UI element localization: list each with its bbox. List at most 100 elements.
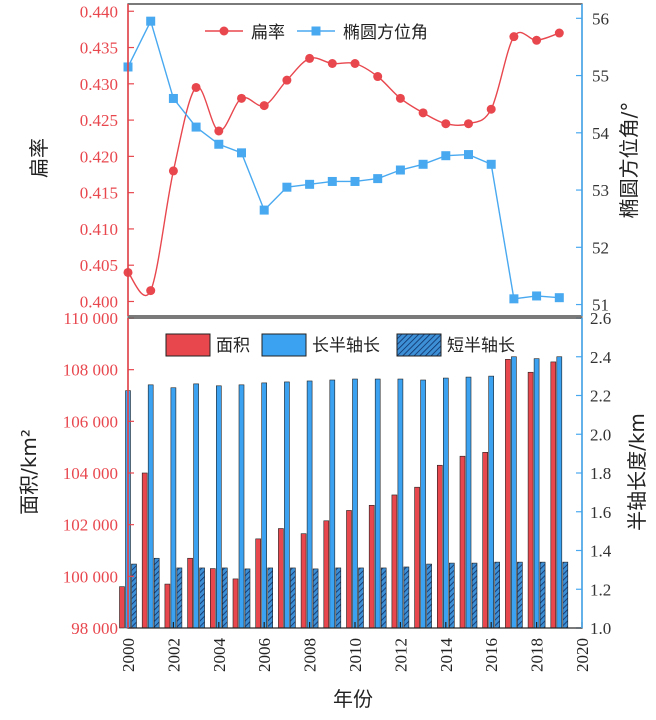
bar-area [527, 371, 534, 629]
top-panel-frame [127, 3, 583, 317]
point-azimuth [327, 176, 337, 186]
bar-semi-minor [517, 561, 523, 629]
top-left-tick-label: 0.420 [80, 147, 118, 166]
legend-label-flattening: 扁率 [251, 23, 285, 43]
bottom-right-tick-label: 2.2 [590, 387, 611, 406]
top-left-tick-label: 0.415 [80, 184, 118, 203]
bottom-right-tick-label: 1.0 [590, 619, 611, 638]
bar-area [414, 486, 420, 629]
point-flattening [395, 93, 405, 103]
x-tick-label: 2014 [437, 638, 456, 673]
bar-area [164, 583, 171, 629]
top-left-tick-label: 0.425 [80, 111, 118, 130]
point-flattening [259, 101, 269, 111]
x-axis-ticks: 2000 2002 2004 2006 2008 2010 2012 2014 2016 2018… [119, 622, 592, 672]
bar-semi-major [306, 380, 313, 629]
legend-label-semi-major: 长半轴长 [312, 336, 380, 356]
point-flattening [486, 104, 496, 114]
bar-area [368, 504, 375, 629]
bottom-right-tick-label: 1.8 [590, 464, 611, 483]
bar-area [391, 494, 398, 629]
top-left-axis-ticks: 0.400 0.405 0.410 0.415 0.420 0.425 0.430 0.435… [80, 2, 134, 311]
bar-semi-major [397, 378, 404, 629]
bottom-right-tick-label: 1.4 [590, 542, 612, 561]
point-flattening [168, 166, 178, 176]
bar-area [550, 361, 557, 629]
point-flattening [418, 108, 428, 118]
top-left-axis-title: 扁率 [27, 138, 51, 178]
point-flattening [237, 93, 246, 103]
point-azimuth [237, 148, 246, 158]
bar-area [119, 586, 125, 629]
x-axis-title: 年份 [333, 687, 373, 711]
bar-semi-major [488, 375, 495, 629]
bottom-right-tick-label: 1.2 [590, 580, 611, 599]
bar-semi-major [193, 383, 199, 629]
point-azimuth [464, 150, 473, 160]
bar-semi-major [442, 377, 449, 629]
bottom-left-tick-label: 108 000 [63, 361, 118, 380]
bar-semi-major [556, 356, 563, 629]
legend-swatch-area [165, 333, 211, 357]
point-flattening [532, 35, 542, 45]
bar-area [482, 452, 489, 629]
point-flattening [327, 58, 337, 68]
bar-semi-minor [290, 567, 296, 629]
bar-semi-minor [403, 566, 410, 629]
x-tick-label: 2010 [346, 638, 365, 672]
bar-semi-minor [335, 567, 342, 629]
x-tick-label: 2020 [573, 638, 592, 672]
bar-semi-minor [448, 562, 455, 629]
point-flattening [509, 32, 519, 42]
top-right-tick-label: 56 [592, 9, 609, 28]
bar-area [255, 538, 261, 629]
point-azimuth [486, 159, 496, 169]
bar-semi-minor [176, 567, 183, 629]
bar-area [346, 510, 352, 629]
point-flattening [214, 126, 224, 136]
bar-semi-minor [471, 562, 478, 629]
top-left-tick-label: 0.410 [80, 220, 118, 239]
top-right-tick-label: 55 [592, 67, 609, 86]
point-azimuth [373, 174, 383, 184]
point-flattening [305, 53, 315, 63]
top-right-tick-label: 54 [592, 124, 610, 143]
bottom-left-tick-label: 102 000 [63, 516, 118, 535]
point-azimuth [441, 151, 451, 161]
x-tick-label: 2006 [255, 638, 274, 672]
legend-label-azimuth: 椭圆方位角 [343, 23, 428, 43]
top-right-axis-title: 椭圆方位角/° [617, 102, 641, 219]
bottom-left-tick-label: 104 000 [63, 464, 118, 483]
point-flattening [373, 72, 383, 82]
top-left-tick-label: 0.405 [80, 256, 118, 275]
bar-semi-major [511, 356, 517, 629]
bottom-left-tick-label: 98 000 [71, 619, 118, 638]
bar-semi-major [420, 379, 426, 629]
legend-label-area: 面积 [216, 336, 250, 356]
bar-semi-minor [153, 557, 160, 629]
point-azimuth [282, 182, 292, 192]
top-right-axis-ticks: 51 52 53 54 55 56 [576, 9, 610, 315]
point-azimuth [146, 16, 156, 26]
bar-semi-minor [267, 567, 274, 629]
x-tick-label: 2004 [210, 638, 229, 673]
bottom-left-tick-label: 106 000 [63, 412, 118, 431]
point-flattening [554, 28, 564, 38]
legend-swatch-semi-minor [396, 333, 442, 357]
bar-semi-minor [494, 561, 501, 629]
bar-semi-major [170, 387, 177, 629]
bar-semi-minor [426, 563, 432, 629]
point-flattening [191, 82, 201, 92]
point-azimuth [259, 205, 269, 215]
bottom-bars [119, 356, 569, 629]
bottom-right-axis-ticks: 1.0 1.2 1.4 1.6 1.8 2.0 2.2 2.4 2.6 [576, 309, 612, 638]
bar-semi-major [261, 382, 268, 629]
point-azimuth [509, 294, 519, 304]
bar-semi-major [465, 376, 472, 629]
bar-semi-minor [312, 568, 319, 629]
legend-marker-flattening [219, 26, 229, 36]
bar-semi-major [284, 381, 290, 629]
point-azimuth [395, 165, 405, 175]
bottom-right-tick-label: 1.6 [590, 503, 611, 522]
bottom-left-axis-title: 面积/km² [17, 429, 41, 515]
